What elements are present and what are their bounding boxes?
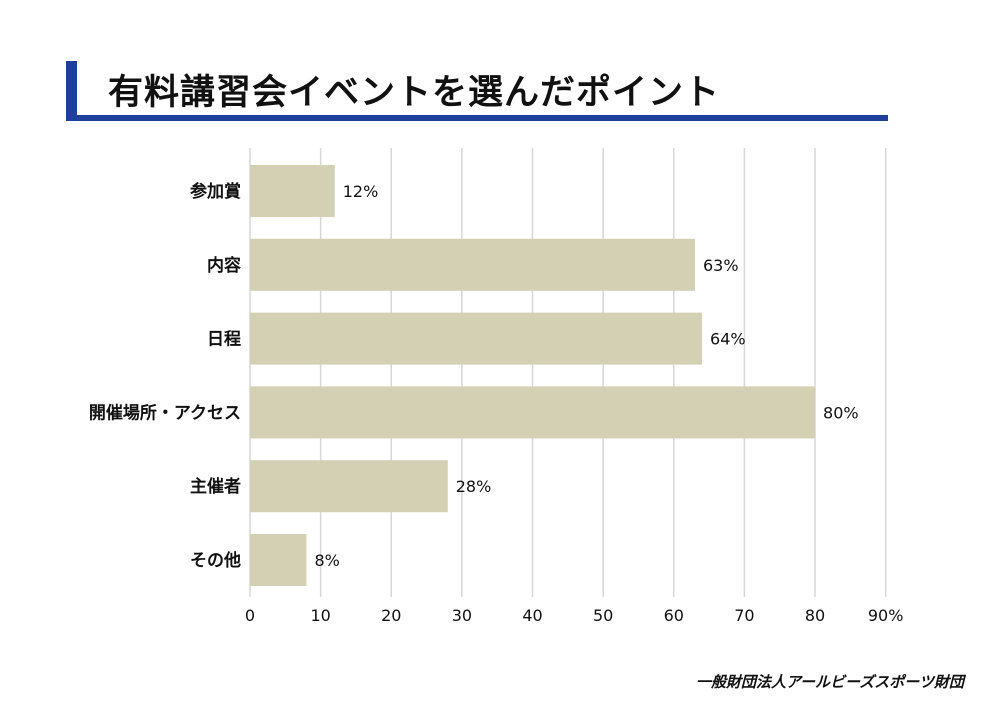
x-tick-label: 40 [522,606,542,625]
page-title: 有料講習会イベントを選んだポイント [108,73,721,113]
chart-bars [250,165,816,586]
category-label: 日程 [207,330,241,350]
value-labels: 12% 63% 64% 80% 28% 8% [315,182,859,570]
data-label: 28% [456,477,492,496]
category-label: 内容 [207,255,241,276]
x-tick-label: 0 [245,606,255,625]
x-tick-label: 30 [452,606,472,625]
data-label: 80% [823,403,859,422]
bar [250,312,703,365]
x-tick-label: 80 [805,606,825,625]
x-tick-label: 10 [310,606,330,625]
category-label: その他 [190,550,241,571]
data-label: 64% [710,330,746,349]
x-tick-label: 20 [381,606,401,625]
chart-grid [249,148,887,597]
data-label: 63% [703,256,739,275]
bar [250,534,307,586]
x-tick-label: 90% [868,606,904,625]
x-tick-label: 50 [593,606,613,625]
category-label: 参加賞 [190,181,241,202]
footer-organization: 一般財団法人アールビーズスポーツ財団 [695,673,964,691]
bar [250,238,695,291]
bar [250,460,448,513]
bar [250,165,335,217]
category-label: 主催者 [190,476,241,497]
x-tick-label: 60 [664,606,684,625]
category-label: 開催場所・アクセス [89,402,241,423]
data-label: 12% [343,182,379,201]
x-tick-label: 70 [734,606,754,625]
title-underline [66,115,888,121]
bar [250,386,816,439]
data-label: 8% [315,551,340,570]
x-axis-ticks: 0 10 20 30 40 50 60 70 80 90% [245,606,904,625]
title-accent-bar [66,61,77,121]
